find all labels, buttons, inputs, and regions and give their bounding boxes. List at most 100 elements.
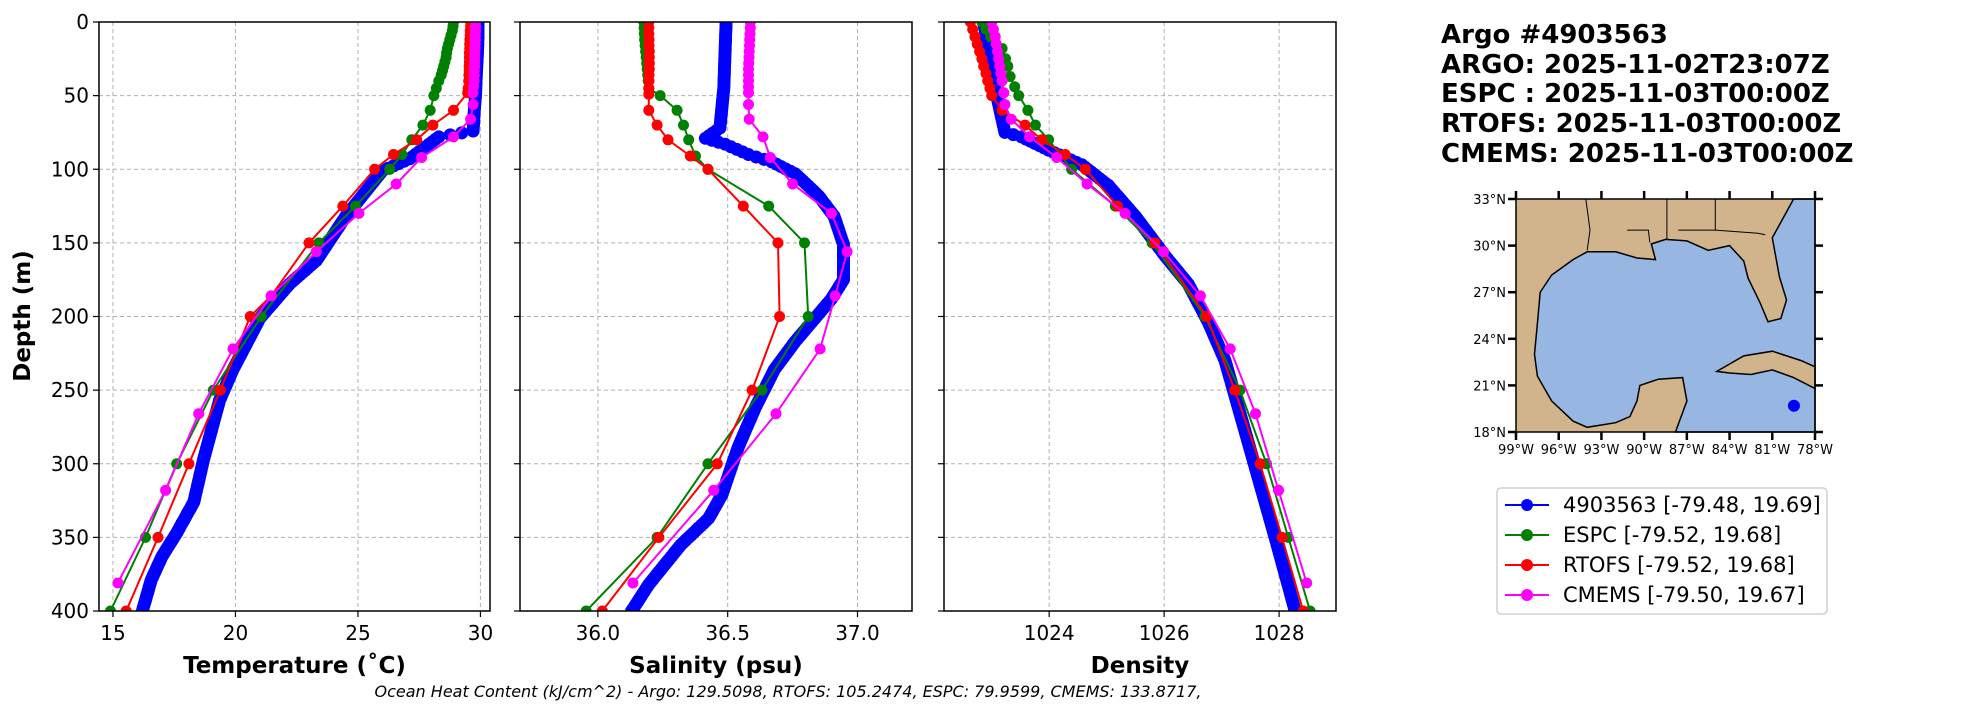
data-point-cmems — [999, 99, 1011, 110]
legend-item-rtofs: RTOFS [-79.52, 19.68] — [1505, 553, 1795, 577]
series-line-cmems — [117, 22, 477, 584]
map-lon-label: 81°W — [1754, 443, 1790, 458]
data-point-rtofs — [244, 311, 256, 322]
map-lat-label: 33°N — [1473, 193, 1506, 208]
map-lon-label: 78°W — [1797, 443, 1833, 458]
data-point-espc — [1004, 71, 1016, 82]
data-point-espc — [678, 119, 689, 131]
data-point-espc — [1022, 104, 1034, 116]
data-point-espc — [702, 458, 714, 470]
data-point-rtofs — [702, 163, 714, 175]
data-point-cmems — [1024, 131, 1036, 143]
x-tick-label: 1024 — [1024, 621, 1075, 645]
data-point-espc — [1002, 60, 1014, 72]
data-point-rtofs — [1276, 531, 1288, 543]
data-point-espc — [424, 104, 436, 116]
y-tick-label: 300 — [51, 452, 89, 476]
axes-frame — [943, 21, 1337, 612]
series-group — [964, 22, 1316, 611]
data-point-cmems — [1250, 408, 1261, 420]
data-point-rtofs — [152, 531, 164, 543]
x-axis-label: Salinity (psu) — [629, 653, 803, 679]
series-group — [580, 22, 853, 611]
data-point-rtofs — [1019, 119, 1031, 131]
data-point-espc — [802, 311, 814, 322]
data-point-cmems — [1005, 113, 1017, 125]
data-point-cmems — [829, 290, 841, 302]
y-tick-label: 200 — [51, 305, 89, 329]
map-lon-label: 96°W — [1541, 443, 1577, 458]
panel-density: 1024 1026 1028 Density — [938, 21, 1337, 679]
data-point-espc — [384, 163, 396, 175]
data-point-cmems — [193, 408, 205, 420]
data-point-cmems — [1158, 246, 1170, 258]
data-point-espc — [683, 134, 695, 146]
data-point-rtofs — [303, 237, 315, 249]
data-point-argo — [625, 604, 639, 611]
data-point-cmems — [1081, 178, 1093, 190]
data-point-rtofs — [369, 163, 381, 175]
data-point-cmems — [787, 178, 799, 190]
axes-frame — [98, 21, 491, 612]
x-tick-label: 37.0 — [835, 621, 880, 645]
data-point-cmems — [743, 87, 754, 99]
data-point-cmems — [841, 246, 853, 258]
state-border — [1627, 229, 1651, 243]
data-point-rtofs — [1079, 163, 1091, 175]
data-point-cmems — [814, 343, 826, 355]
legend-item-argo: 4903563 [-79.48, 19.69] — [1505, 493, 1821, 517]
axes-frame — [519, 21, 913, 612]
map-lon-label: 99°W — [1498, 443, 1534, 458]
depth-axis-label: Depth (m) — [10, 250, 36, 382]
data-point-cmems — [743, 99, 754, 110]
data-point-rtofs — [986, 90, 998, 102]
data-point-espc — [417, 119, 429, 131]
x-tick-label: 1026 — [1139, 621, 1190, 645]
data-point-cmems — [310, 246, 322, 258]
y-tick-label: 150 — [51, 231, 89, 255]
data-point-cmems — [1051, 152, 1063, 163]
x-tick-label: 36.5 — [705, 621, 750, 645]
data-point-rtofs — [643, 88, 655, 100]
map-lat-label: 18°N — [1473, 426, 1506, 441]
data-point-cmems — [1224, 343, 1236, 355]
series-line-cmems — [632, 22, 849, 584]
data-point-espc — [428, 90, 440, 102]
data-point-rtofs — [1059, 149, 1071, 160]
data-point-rtofs — [662, 134, 674, 146]
data-point-cmems — [1194, 290, 1206, 302]
data-point-rtofs — [337, 200, 349, 212]
legend-marker-icon — [1521, 559, 1533, 571]
data-point-rtofs — [711, 458, 723, 470]
y-tick-label: 400 — [51, 599, 89, 623]
float-location-marker — [1787, 399, 1800, 412]
data-point-rtofs — [214, 384, 226, 396]
data-point-cmems — [160, 484, 172, 496]
data-point-argo — [135, 604, 149, 611]
legend-marker-icon — [1521, 589, 1533, 601]
map-lon-label: 84°W — [1712, 443, 1748, 458]
data-point-rtofs — [448, 104, 459, 116]
data-point-cmems — [353, 207, 365, 219]
x-tick-label: 36.0 — [576, 621, 621, 645]
title-float-id: Argo #4903563 — [1441, 20, 1668, 50]
data-point-rtofs — [388, 149, 399, 160]
title-block: Argo #4903563 ARGO: 2025-11-02T23:07Z ES… — [1441, 20, 1853, 169]
title-espc-time: ESPC : 2025-11-03T00:00Z — [1441, 79, 1830, 109]
map-lat-label: 24°N — [1473, 333, 1506, 348]
series-group — [105, 22, 485, 611]
data-point-rtofs — [684, 150, 696, 162]
y-tick-label: 250 — [51, 378, 89, 402]
profile-panels: 15 20 25 30050100150200250300350400Temperat… — [51, 10, 1337, 679]
data-point-rtofs — [1297, 605, 1309, 611]
data-point-rtofs — [772, 237, 784, 249]
map-lon-label: 87°W — [1669, 443, 1705, 458]
data-point-rtofs — [774, 311, 786, 322]
data-point-cmems — [998, 87, 1010, 99]
data-point-cmems — [1301, 577, 1313, 589]
state-border — [1585, 198, 1591, 251]
data-point-espc — [1009, 81, 1021, 93]
data-point-cmems — [743, 113, 755, 125]
x-tick-label: 1028 — [1254, 621, 1305, 645]
data-point-rtofs — [411, 134, 423, 146]
